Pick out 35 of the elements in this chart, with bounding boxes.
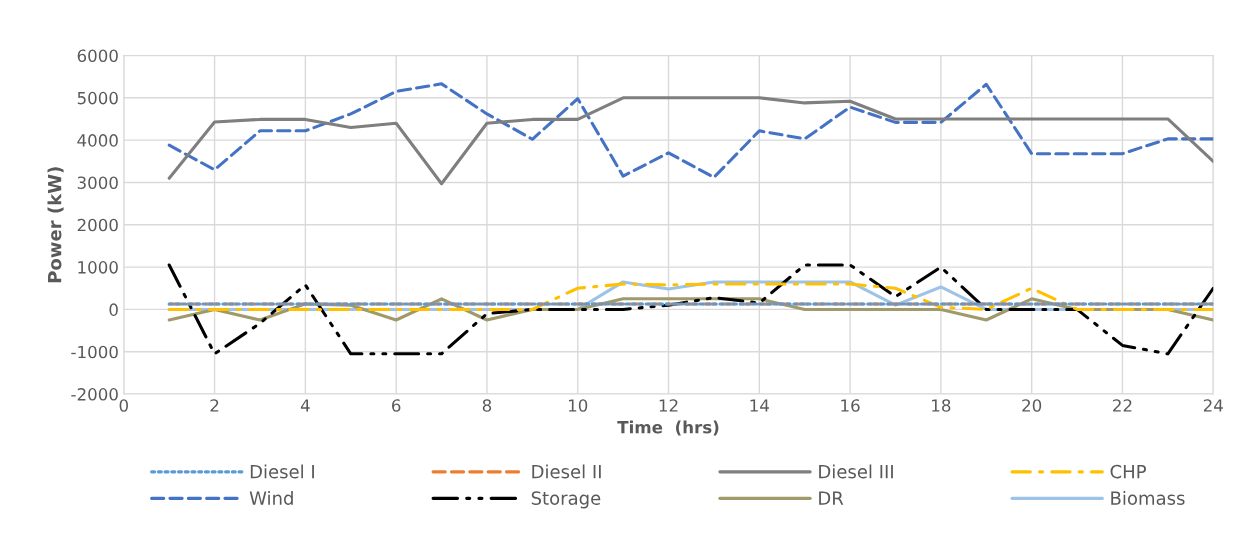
- x-tick-label: 24: [1203, 399, 1223, 412]
- y-tick-label: 6000: [77, 49, 118, 63]
- y-tick-label: 0: [109, 303, 118, 316]
- x-tick-label: 0: [119, 399, 128, 412]
- y-tick-label: -1000: [71, 345, 118, 359]
- legend-label: Biomass: [1111, 490, 1185, 505]
- legend-label: Diesel III: [819, 464, 893, 479]
- x-tick-label: 12: [659, 399, 678, 412]
- y-tick-label: 5000: [77, 91, 118, 105]
- x-tick-label: 8: [482, 399, 492, 412]
- legend-label: Diesel II: [532, 464, 601, 479]
- line-series: [167, 82, 1214, 179]
- legend-label: Storage: [531, 491, 601, 509]
- legend-label: CHP: [1110, 464, 1146, 479]
- y-tick-label: 2000: [77, 218, 118, 232]
- legend-label: Wind: [249, 490, 293, 505]
- x-tick-label: 22: [1113, 399, 1132, 412]
- x-tick-label: 2: [210, 399, 219, 412]
- x-tick-label: 14: [750, 399, 769, 412]
- x-tick-label: 18: [932, 399, 951, 412]
- y-tick-label: -2000: [71, 388, 118, 401]
- line-series: [167, 263, 1214, 356]
- x-tick-label: 10: [568, 399, 588, 412]
- x-tick-label: 16: [841, 399, 860, 412]
- x-tick-label: 6: [392, 399, 401, 412]
- x-tick-label: 20: [1022, 399, 1042, 412]
- legend-label: Diesel I: [250, 464, 314, 479]
- x-tick-label: 4: [300, 399, 310, 412]
- y-tick-label: 4000: [77, 134, 118, 147]
- legend-label: DR: [819, 491, 844, 505]
- y-tick-label: 1000: [78, 261, 118, 274]
- y-tick-label: 3000: [77, 176, 118, 190]
- line-series: [167, 96, 1214, 186]
- x-axis-title: Time (hrs): [617, 420, 719, 436]
- y-axis-title: Power (kW): [47, 167, 64, 283]
